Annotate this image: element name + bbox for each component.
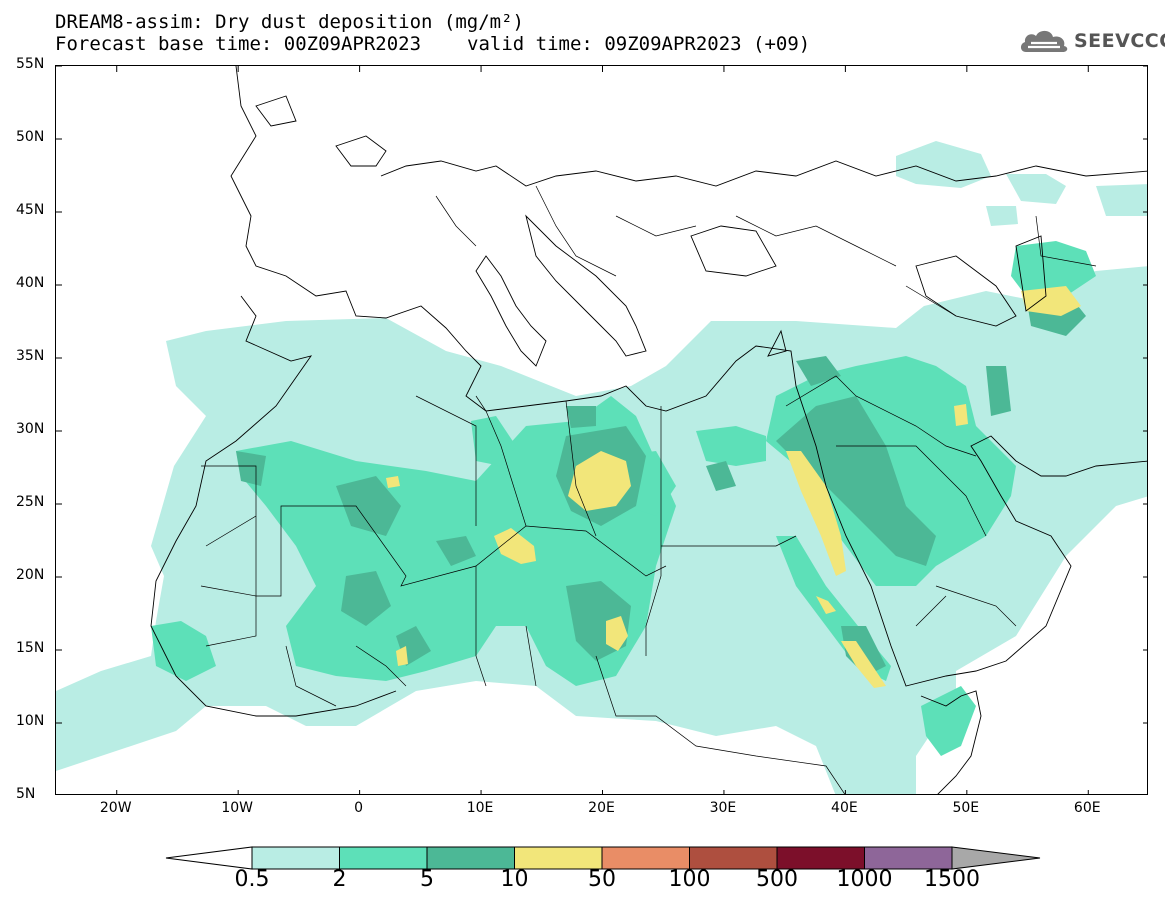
colorbar-level-1: 2	[332, 867, 347, 892]
lat-label-25N: 25N	[16, 494, 45, 510]
coastlines	[150, 66, 1147, 794]
lat-label-45N: 45N	[16, 202, 45, 218]
dust-field-10-to-50	[386, 286, 1081, 688]
colorbar-level-2: 5	[420, 867, 434, 892]
lon-label-50E: 50E	[952, 800, 980, 816]
colorbar-bin-4	[601, 846, 690, 870]
lon-label-20W: 20W	[99, 800, 132, 816]
lon-label-60E: 60E	[1073, 800, 1101, 816]
colorbar-bin-6	[776, 846, 865, 870]
colorbar-level-7: 1000	[836, 867, 893, 892]
forecast-times: Forecast base time: 00Z09APR2023 valid ti…	[55, 33, 810, 55]
lat-label-10N: 10N	[16, 713, 45, 729]
lon-label-20E: 20E	[588, 800, 615, 816]
dust-map	[56, 66, 1147, 794]
colorbar-bin-2	[426, 846, 515, 870]
lat-label-50N: 50N	[16, 129, 45, 145]
lat-label-20N: 20N	[16, 567, 45, 583]
logo-text: SEEVCCC	[1074, 30, 1165, 52]
colorbar-bin-7	[864, 846, 953, 870]
colorbar-level-5: 100	[668, 867, 711, 892]
lon-label-0: 0	[354, 800, 364, 816]
lat-label-15N: 15N	[16, 640, 45, 656]
lat-tick-marks	[56, 66, 1147, 724]
map-title: DREAM8-assim: Dry dust deposition (mg/m²…	[55, 11, 524, 33]
lon-label-10W: 10W	[221, 800, 253, 816]
seevccc-logo: SEEVCCC	[1018, 26, 1165, 56]
colorbar-above-triangle	[951, 846, 1041, 870]
cloud-logo-icon	[1020, 30, 1068, 52]
colorbar	[165, 846, 1041, 870]
lon-label-40E: 40E	[831, 800, 858, 816]
colorbar-level-8: 1500	[924, 867, 980, 892]
lat-label-40N: 40N	[16, 275, 45, 291]
lon-label-30E: 30E	[709, 800, 737, 816]
lat-label-35N: 35N	[16, 348, 45, 364]
lat-label-55N: 55N	[16, 56, 45, 72]
country-borders	[200, 185, 1097, 794]
colorbar-level-3: 10	[500, 867, 529, 892]
lon-tick-marks	[116, 66, 1089, 794]
lat-label-5N: 5N	[16, 786, 36, 802]
colorbar-bin-1	[339, 846, 428, 870]
colorbar-level-6: 500	[756, 867, 798, 892]
map-panel	[55, 65, 1148, 795]
colorbar-level-0: 0.5	[234, 867, 270, 892]
valid-time: valid time: 09Z09APR2023 (+09)	[467, 33, 811, 55]
lat-label-30N: 30N	[16, 421, 45, 437]
colorbar-below-triangle	[165, 846, 253, 870]
colorbar-level-4: 50	[588, 867, 616, 892]
lon-label-10E: 10E	[466, 800, 494, 816]
colorbar-bin-5	[689, 846, 778, 870]
forecast-base-time: Forecast base time: 00Z09APR2023	[55, 33, 422, 55]
colorbar-bin-0	[251, 846, 340, 870]
colorbar-bin-3	[514, 846, 603, 870]
